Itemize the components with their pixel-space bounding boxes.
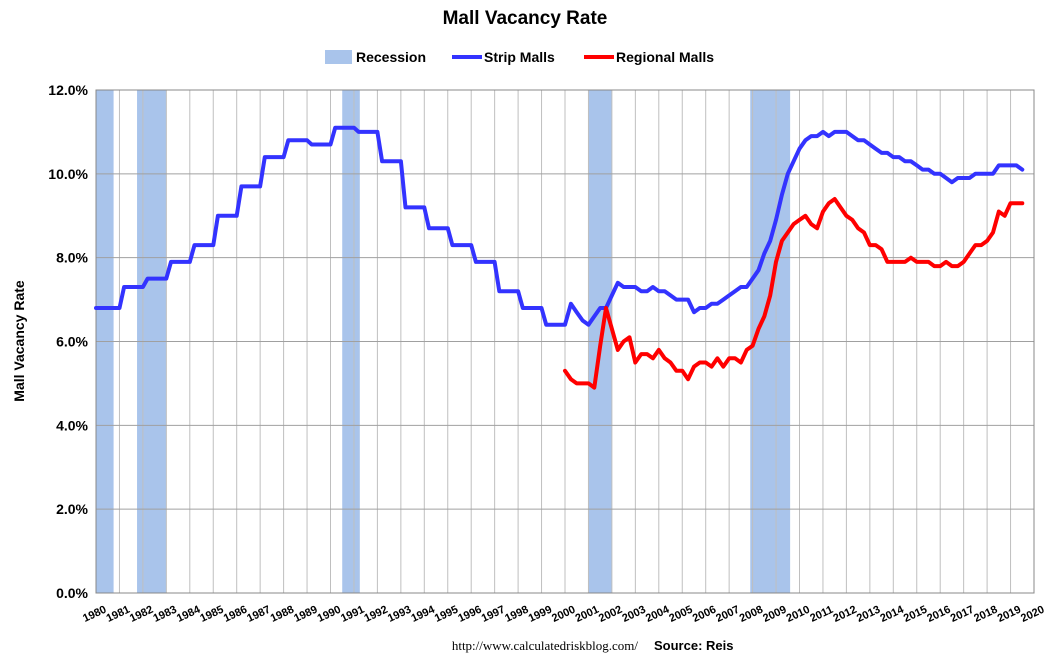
plot-border: [95, 89, 1035, 594]
footer: http://www.calculatedriskblog.com/ Sourc…: [452, 638, 734, 653]
x-tick-label: 2020: [1019, 604, 1046, 625]
y-tick-label: 4.0%: [56, 417, 88, 433]
plot-area: 0.0%2.0%4.0%6.0%8.0%10.0%12.0%1980198119…: [48, 82, 1046, 625]
footer-source: Source: Reis: [654, 638, 733, 653]
chart-title: Mall Vacancy Rate: [443, 8, 608, 29]
legend: Recession Strip Malls Regional Malls: [325, 49, 714, 65]
legend-label-strip-malls: Strip Malls: [484, 49, 555, 65]
footer-url: http://www.calculatedriskblog.com/: [452, 638, 639, 653]
series-line-strip-malls: [94, 125, 1025, 327]
y-tick-label: 10.0%: [48, 166, 88, 182]
y-tick-label: 8.0%: [56, 250, 88, 266]
legend-label-recession: Recession: [356, 49, 426, 65]
y-tick-label: 12.0%: [48, 82, 88, 98]
legend-label-regional-malls: Regional Malls: [616, 49, 714, 65]
y-tick-label: 0.0%: [56, 585, 88, 601]
y-axis-label: Mall Vacancy Rate: [11, 280, 27, 402]
y-tick-label: 2.0%: [56, 501, 88, 517]
legend-swatch-recession: [325, 50, 352, 64]
y-tick-label: 6.0%: [56, 334, 88, 350]
series-line-regional-malls: [563, 197, 1025, 390]
